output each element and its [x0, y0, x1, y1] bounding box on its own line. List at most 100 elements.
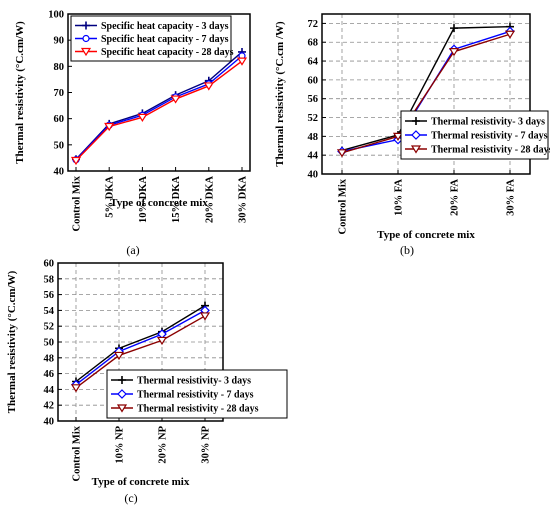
- y-tick-label: 42: [44, 401, 55, 412]
- legend-marker: [411, 130, 421, 140]
- data-point-marker: [113, 351, 125, 361]
- legend-label: Thermal resistivity - 7 days: [137, 390, 254, 401]
- y-tick-label: 40: [44, 417, 55, 428]
- legend-label: Thermal resistivity - 28 days: [431, 145, 550, 156]
- data-point-marker: [170, 95, 181, 104]
- legend-marker: [118, 376, 126, 384]
- legend-marker: [117, 389, 127, 399]
- legend-box: [106, 369, 288, 419]
- legend: Thermal resistivity- 3 days Thermal resis…: [400, 110, 550, 160]
- data-point-marker: [336, 149, 348, 158]
- legend: Specific heat capacity - 3 days Specific …: [70, 15, 234, 62]
- series-line-1: [341, 26, 511, 152]
- x-tick-label: 10% DKA: [138, 176, 149, 223]
- data-point-marker: [70, 384, 82, 393]
- x-tick-label: Control Mix: [72, 175, 83, 231]
- x-tick-label: Control Mix: [72, 425, 83, 481]
- y-tick-label: 64: [308, 57, 319, 68]
- y-tick-label: 90: [54, 36, 65, 47]
- x-tick-label: 5% DKA: [105, 176, 116, 218]
- y-tick-label: 52: [44, 322, 55, 333]
- x-tick-label: 30% NP: [201, 425, 212, 463]
- y-tick-label: 68: [308, 38, 319, 49]
- y-tick-label: 80: [54, 62, 65, 73]
- x-tick-label: 30% DKA: [238, 176, 249, 223]
- panel-label: (c): [124, 491, 137, 505]
- legend-label: Thermal resistivity- 3 days: [431, 117, 545, 128]
- legend-label: Specific heat capacity - 3 days: [101, 21, 229, 32]
- legend-label: Specific heat capacity - 7 days: [101, 34, 229, 45]
- legend-box: [70, 15, 232, 62]
- y-tick-label: 56: [44, 290, 55, 301]
- y-tick-label: 50: [44, 338, 55, 349]
- x-tick-label: Control Mix: [338, 178, 349, 234]
- y-tick-label: 40: [308, 170, 319, 181]
- y-tick-label: 48: [308, 132, 319, 143]
- y-tick-label: 50: [54, 140, 65, 151]
- y-tick-label: 40: [54, 167, 65, 178]
- chart-panel-3: 40 42 44 46 48 50 52 54 56 58 60 Control Mix 10% NP 2…: [6, 259, 288, 505]
- data-point-marker: [448, 48, 460, 57]
- y-tick-label: 54: [44, 306, 55, 317]
- data-point-marker: [137, 113, 148, 123]
- y-tick-label: 100: [48, 10, 64, 21]
- data-point-marker: [392, 132, 404, 141]
- plot-frame: [321, 13, 531, 175]
- y-tick-label: 56: [308, 94, 319, 105]
- y-tick-label: 46: [44, 369, 55, 380]
- data-point-marker: [199, 312, 211, 321]
- legend-marker: [82, 21, 90, 30]
- x-tick-label: 20% FA: [450, 179, 461, 216]
- legend-marker: [410, 145, 422, 154]
- panel-label: (a): [126, 243, 139, 257]
- data-point-marker: [70, 156, 82, 166]
- y-axis-label: Thermal resistivity (°C.cm/W): [14, 21, 26, 164]
- legend-label: Thermal resistivity - 7 days: [431, 131, 548, 142]
- x-tick-label: 30% FA: [506, 179, 517, 216]
- legend: Thermal resistivity- 3 days Thermal resis…: [106, 369, 288, 419]
- data-point-marker: [504, 30, 516, 39]
- y-axis-label: Thermal resistivity (°C.cm /W): [274, 21, 286, 167]
- y-tick-label: 60: [54, 114, 65, 125]
- y-tick-label: 44: [308, 151, 319, 162]
- legend-marker: [82, 34, 90, 43]
- series-line-3: [75, 315, 206, 389]
- series-line-3: [341, 33, 511, 154]
- x-axis-label: Type of concrete mix: [377, 229, 475, 241]
- x-tick-label: 20% DKA: [204, 176, 215, 223]
- x-tick-label: 10% NP: [115, 425, 126, 463]
- chart-panel-1: 40 50 60 70 80 90 100 Control Mix 5% DKA 10% DKA 1…: [14, 10, 251, 257]
- y-tick-label: 72: [308, 19, 319, 30]
- series-line-1: [75, 305, 206, 383]
- y-tick-label: 44: [44, 385, 55, 396]
- x-axis-label: Type of concrete mix: [110, 197, 208, 209]
- data-point-marker: [104, 122, 115, 132]
- chart-panel-2: 40 44 48 52 56 60 64 68 72 Control Mix 10% FA 20% F…: [274, 13, 550, 257]
- data-point-marker: [236, 57, 248, 66]
- legend-marker: [80, 47, 92, 57]
- data-point-marker: [450, 24, 458, 33]
- y-axis-label: Thermal resistivity (°C.cm/W): [6, 270, 18, 413]
- x-tick-label: 20% NP: [158, 425, 169, 463]
- x-axis-label: Type of concrete mix: [92, 476, 190, 488]
- y-tick-label: 60: [308, 75, 319, 86]
- panel-label: (b): [400, 243, 414, 257]
- series-line-2: [75, 55, 243, 161]
- x-tick-label: 15% DKA: [171, 176, 182, 223]
- series-line-2: [75, 309, 206, 386]
- data-point-marker: [203, 82, 214, 91]
- y-tick-label: 58: [44, 274, 55, 285]
- y-tick-label: 52: [308, 113, 319, 124]
- y-tick-label: 70: [54, 88, 65, 99]
- legend-label: Specific heat capacity - 28 days: [101, 47, 234, 58]
- y-tick-label: 48: [44, 353, 55, 364]
- series-line-1: [75, 51, 243, 160]
- legend-marker: [116, 404, 128, 413]
- data-point-marker: [156, 336, 168, 346]
- y-tick-label: 60: [44, 259, 55, 270]
- legend-label: Thermal resistivity- 3 days: [137, 376, 251, 387]
- legend-label: Thermal resistivity - 28 days: [137, 404, 259, 415]
- series-line-3: [75, 60, 243, 162]
